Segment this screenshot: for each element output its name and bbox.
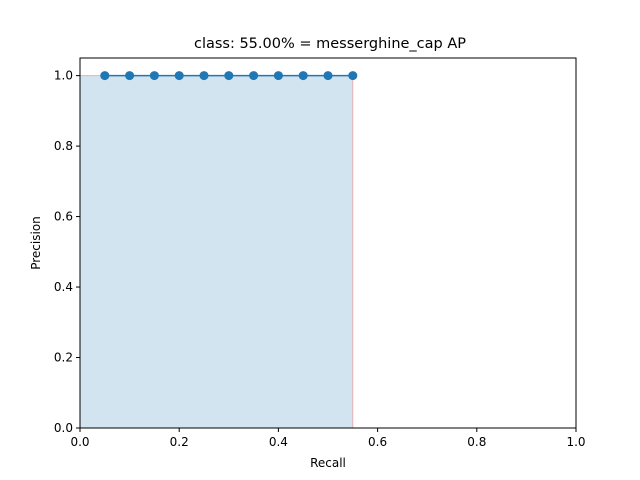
data-point [174,71,184,81]
x-tick-label: 0.6 [368,435,387,449]
y-tick-label: 0.6 [54,210,73,224]
chart-title: class: 55.00% = messerghine_cap AP [194,36,466,52]
y-tick-label: 0.8 [54,139,73,153]
x-axis-label: Recall [310,456,346,470]
y-axis-ticks: 0.0 0.2 0.4 0.6 0.8 1.0 [54,69,80,435]
plot-area [79,57,577,429]
x-tick-label: 0.2 [170,435,189,449]
y-tick-label: 1.0 [54,69,73,83]
x-axis-ticks: 0.0 0.2 0.4 0.6 0.8 1.0 [70,428,586,449]
data-point [149,71,159,81]
data-point [273,71,283,81]
y-axis-label: Precision [29,216,43,270]
y-tick-label: 0.2 [54,351,73,365]
data-point [100,71,110,81]
data-point [323,71,333,81]
y-tick-label: 0.0 [54,421,73,435]
data-point [348,71,358,81]
data-point [298,71,308,81]
area-under-curve [80,75,353,428]
data-point [249,71,259,81]
data-point [224,71,234,81]
axes-frame [79,57,577,429]
x-tick-label: 0.8 [467,435,486,449]
x-tick-label: 1.0 [566,435,585,449]
x-tick-label: 0.4 [269,435,288,449]
y-tick-label: 0.4 [54,280,73,294]
x-tick-label: 0.0 [70,435,89,449]
data-point [125,71,135,81]
data-point [199,71,209,81]
